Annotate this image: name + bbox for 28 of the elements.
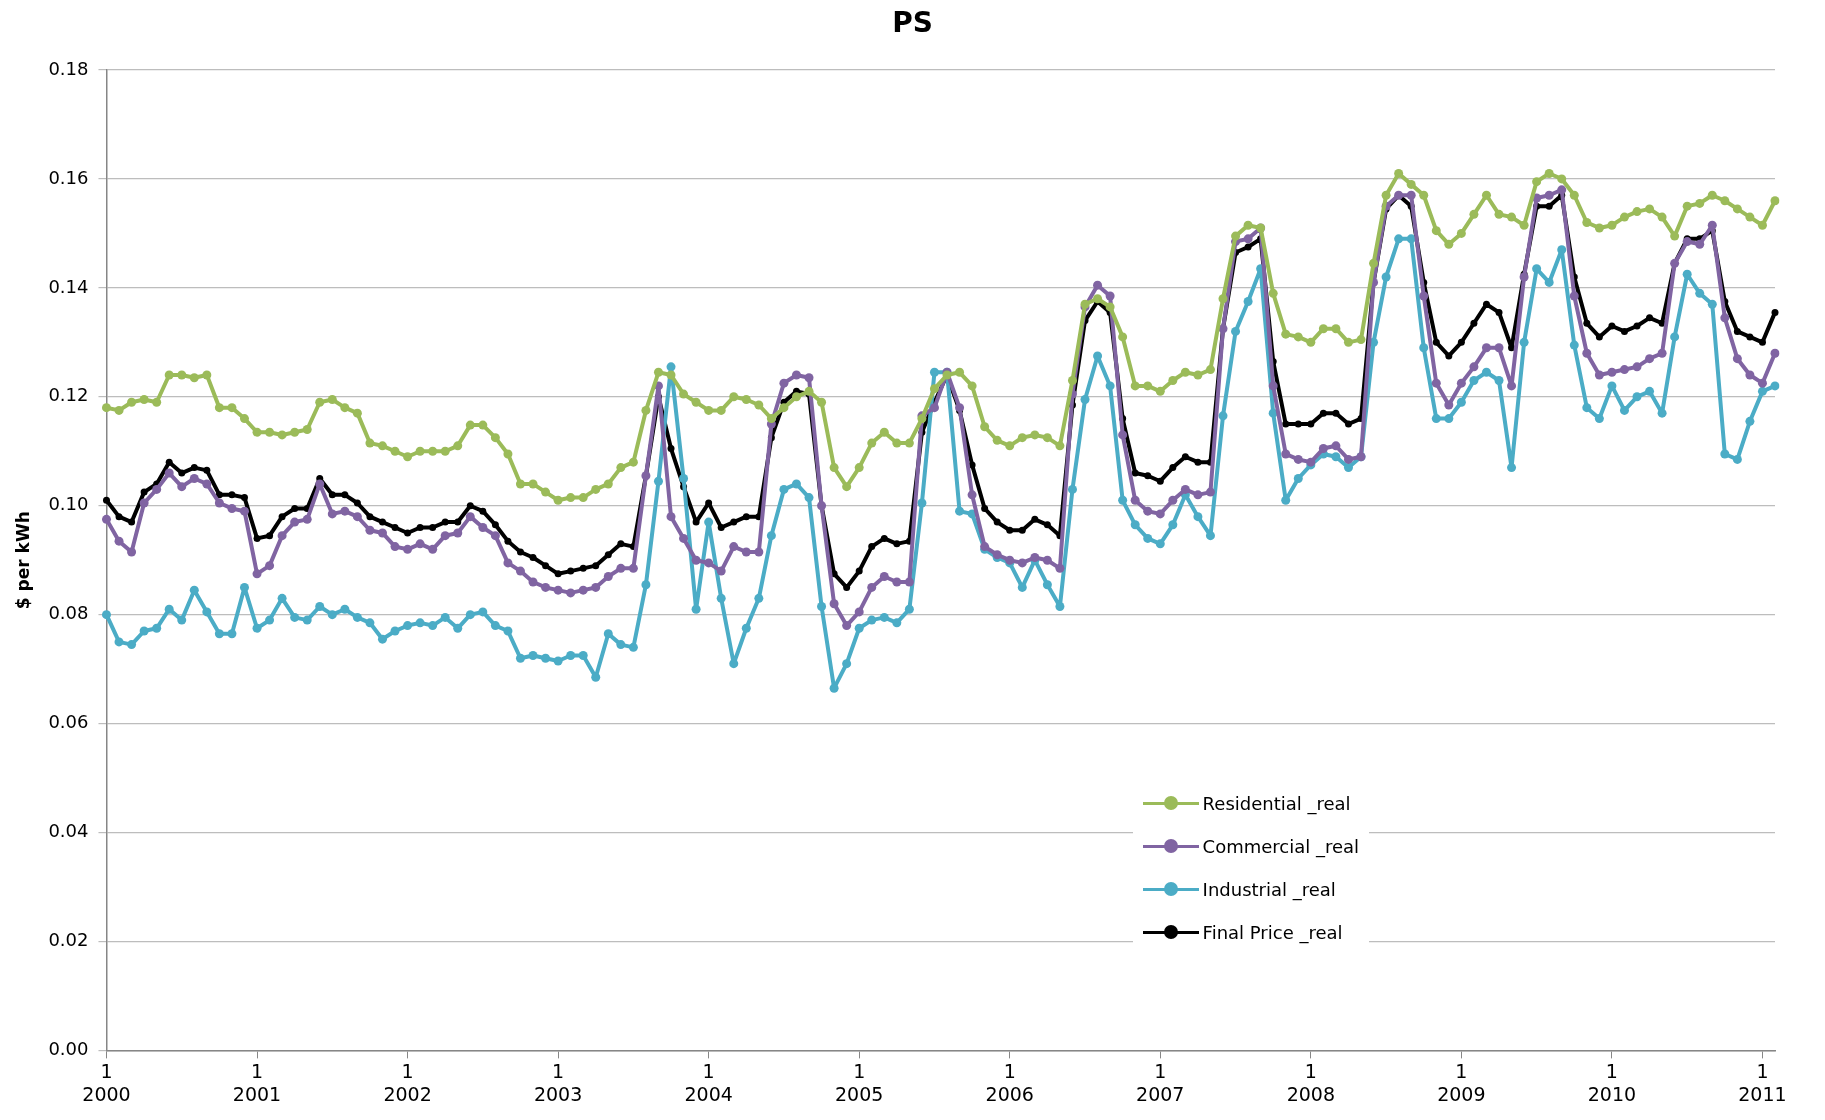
y-tick-label: 0.08 [48,602,89,624]
x-tick-label: 1 2010 [1587,1059,1637,1105]
x-tick-label: 1 2006 [985,1059,1034,1105]
y-tick-label: 0.00 [48,1038,89,1060]
legend-label: Residential _real [1202,792,1351,814]
x-tick-label: 1 2009 [1437,1059,1486,1105]
x-tick-label: 1 2001 [232,1059,282,1105]
y-tick-label: 0.10 [48,493,89,515]
x-tick-label: 1 2008 [1286,1059,1335,1105]
y-tick-label: 0.04 [48,820,89,842]
y-tick-label: 0.14 [48,275,89,297]
x-tick-label: 1 2002 [383,1059,432,1105]
x-tick-label: 1 2004 [684,1059,733,1105]
y-tick-label: 0.18 [48,57,89,79]
chart-title: PS [891,6,934,39]
x-tick-label: 1 2000 [82,1059,131,1105]
y-tick-label: 0.12 [48,384,89,406]
y-tick-label: 0.06 [48,711,89,733]
y-tick-label: 0.02 [48,929,89,951]
legend-label: Industrial _real [1202,878,1336,900]
y-tick-label: 0.16 [48,166,89,188]
x-tick-label: 1 2011 [1738,1059,1787,1105]
y-axis-title: $ per kWh [12,511,33,610]
legend-label: Commercial _real [1202,835,1360,857]
x-tick-label: 1 2005 [835,1059,884,1105]
x-tick-label: 1 2003 [533,1059,583,1105]
x-tick-label: 1 2007 [1136,1059,1185,1105]
legend-label: Final Price _real [1202,921,1343,943]
